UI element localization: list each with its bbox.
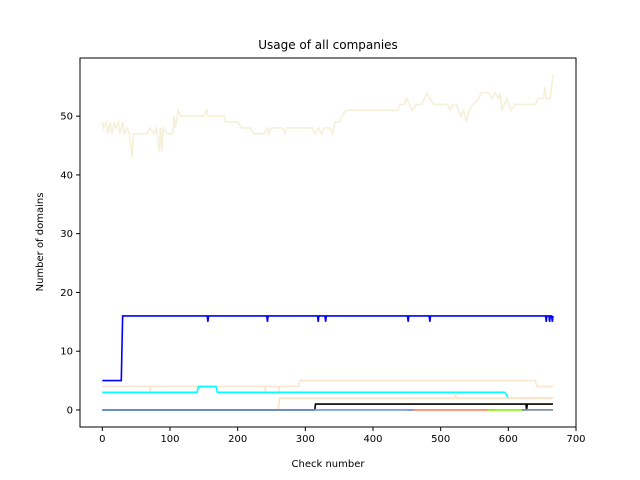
series-line-0 — [101, 74, 554, 158]
series-line-2 — [102, 379, 553, 393]
x-axis-ticks: 0 100 200 300 400 500 600 700 — [99, 427, 586, 445]
chart-title: Usage of all companies — [258, 38, 398, 52]
plot-lines — [101, 74, 554, 411]
axes-frame — [79, 57, 577, 428]
y-axis-ticks: 0 10 20 30 40 50 — [60, 112, 80, 416]
x-tick-label: 600 — [499, 434, 518, 445]
x-axis-label: Check number — [292, 459, 366, 470]
x-tick-label: 400 — [363, 434, 382, 445]
y-axis-label: Number of domains — [35, 193, 46, 292]
y-tick-label: 10 — [60, 347, 73, 358]
x-tick-label: 0 — [99, 434, 105, 445]
x-tick-label: 700 — [566, 434, 585, 445]
x-tick-label: 100 — [160, 434, 179, 445]
series-line-1 — [102, 315, 554, 382]
series-line-3 — [102, 385, 553, 400]
y-tick-label: 0 — [67, 405, 73, 416]
x-tick-label: 500 — [431, 434, 450, 445]
x-tick-label: 300 — [296, 434, 315, 445]
x-tick-label: 200 — [228, 434, 247, 445]
y-tick-label: 40 — [60, 170, 73, 181]
y-tick-label: 50 — [60, 112, 73, 123]
y-tick-label: 20 — [60, 288, 73, 299]
y-tick-label: 30 — [60, 229, 73, 240]
